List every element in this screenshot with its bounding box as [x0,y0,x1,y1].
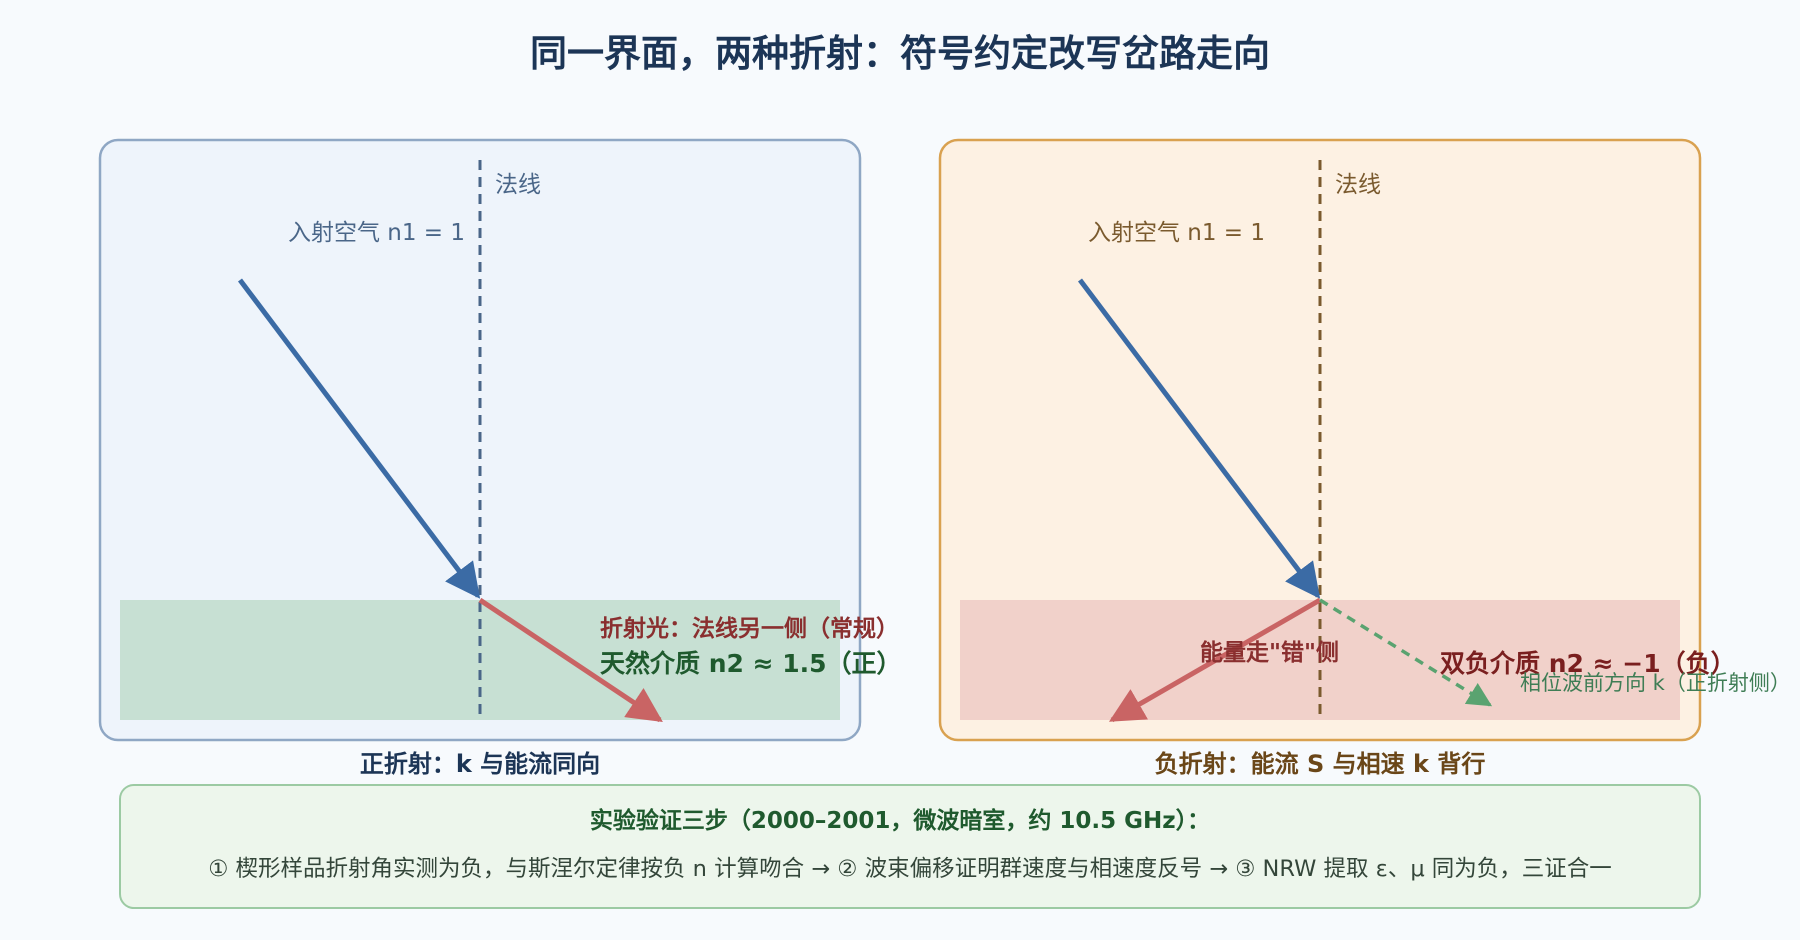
positive-normal-label: 法线 [495,172,541,198]
negative-incident-label: 入射空气 n1 = 1 [1088,220,1265,246]
negative-energy-label: 能量走"错"侧 [1200,639,1339,666]
positive-refracted-ray [478,597,663,723]
positive-incident-label: 入射空气 n1 = 1 [288,220,465,246]
negative-incident-ray [1078,278,1321,599]
negative-medium-label: 双负介质 n2 ≈ −1（负） [1440,649,1736,678]
negative-refraction-panel: 法线 入射空气 n1 = 1 能量走"错"侧 双负介质 n2 ≈ −1（负） 相… [938,138,1791,742]
experiment-title: 实验验证三步（2000–2001，微波暗室，约 10.5 GHz）： [590,807,1210,834]
positive-medium-label: 天然介质 n2 ≈ 1.5（正） [600,649,902,678]
negative-energy-ray [1108,597,1322,723]
positive-incident-ray [238,278,481,599]
negative-normal-label: 法线 [1335,172,1381,198]
positive-refracted-label: 折射光：法线另一侧（常规） [600,615,899,642]
negative-caption: 负折射：能流 S 与相速 k 背行 [1155,750,1486,778]
negative-phase-ray [1319,598,1493,707]
experiment-text: ① 楔形样品折射角实测为负，与斯涅尔定律按负 n 计算吻合 → ② 波束偏移证明… [208,856,1612,882]
diagram-title: 同一界面，两种折射：符号约定改写岔路走向 [530,32,1270,75]
experiment-frame [119,784,1701,909]
positive-refraction-panel: 法线 入射空气 n1 = 1 折射光：法线另一侧（常规） 天然介质 n2 ≈ 1… [98,138,902,742]
experiment-box: 实验验证三步（2000–2001，微波暗室，约 10.5 GHz）： ① 楔形样… [119,784,1701,909]
positive-caption: 正折射：k 与能流同向 [360,750,600,778]
negative-phase-label: 相位波前方向 k（正折射侧） [1520,671,1791,695]
